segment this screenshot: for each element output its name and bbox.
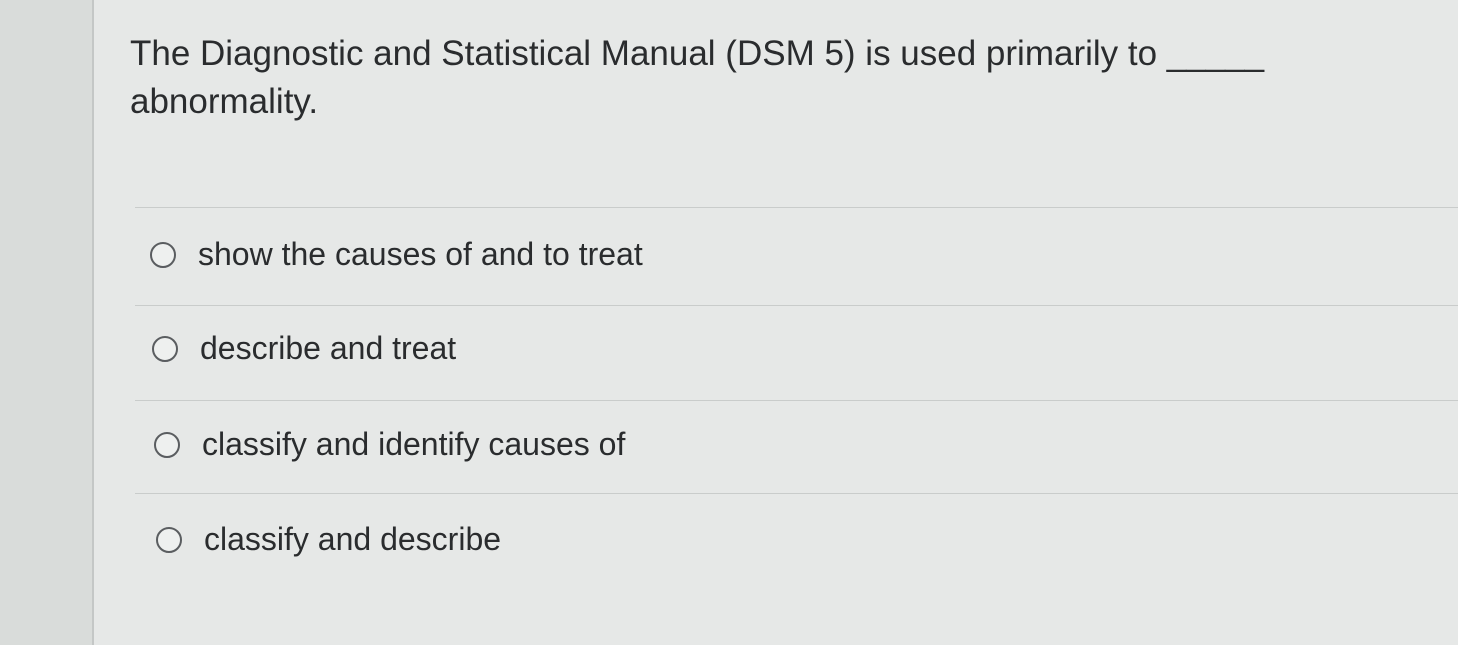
divider: [135, 305, 1458, 306]
radio-button[interactable]: [150, 241, 176, 268]
radio-button[interactable]: [154, 431, 180, 458]
option-4[interactable]: classify and describe: [156, 521, 501, 558]
option-3[interactable]: classify and identify causes of: [154, 426, 625, 463]
option-2[interactable]: describe and treat: [152, 330, 456, 367]
divider: [135, 493, 1458, 494]
question-panel: [92, 0, 1458, 645]
divider: [135, 207, 1458, 208]
divider: [135, 400, 1458, 401]
radio-button[interactable]: [152, 335, 178, 362]
radio-button[interactable]: [156, 526, 182, 553]
option-1[interactable]: show the causes of and to treat: [150, 236, 643, 273]
option-label: show the causes of and to treat: [198, 236, 643, 272]
option-label: describe and treat: [200, 330, 457, 366]
option-label: classify and describe: [204, 521, 502, 557]
option-label: classify and identify causes of: [202, 426, 626, 462]
question-text: The Diagnostic and Statistical Manual (D…: [130, 34, 1265, 121]
